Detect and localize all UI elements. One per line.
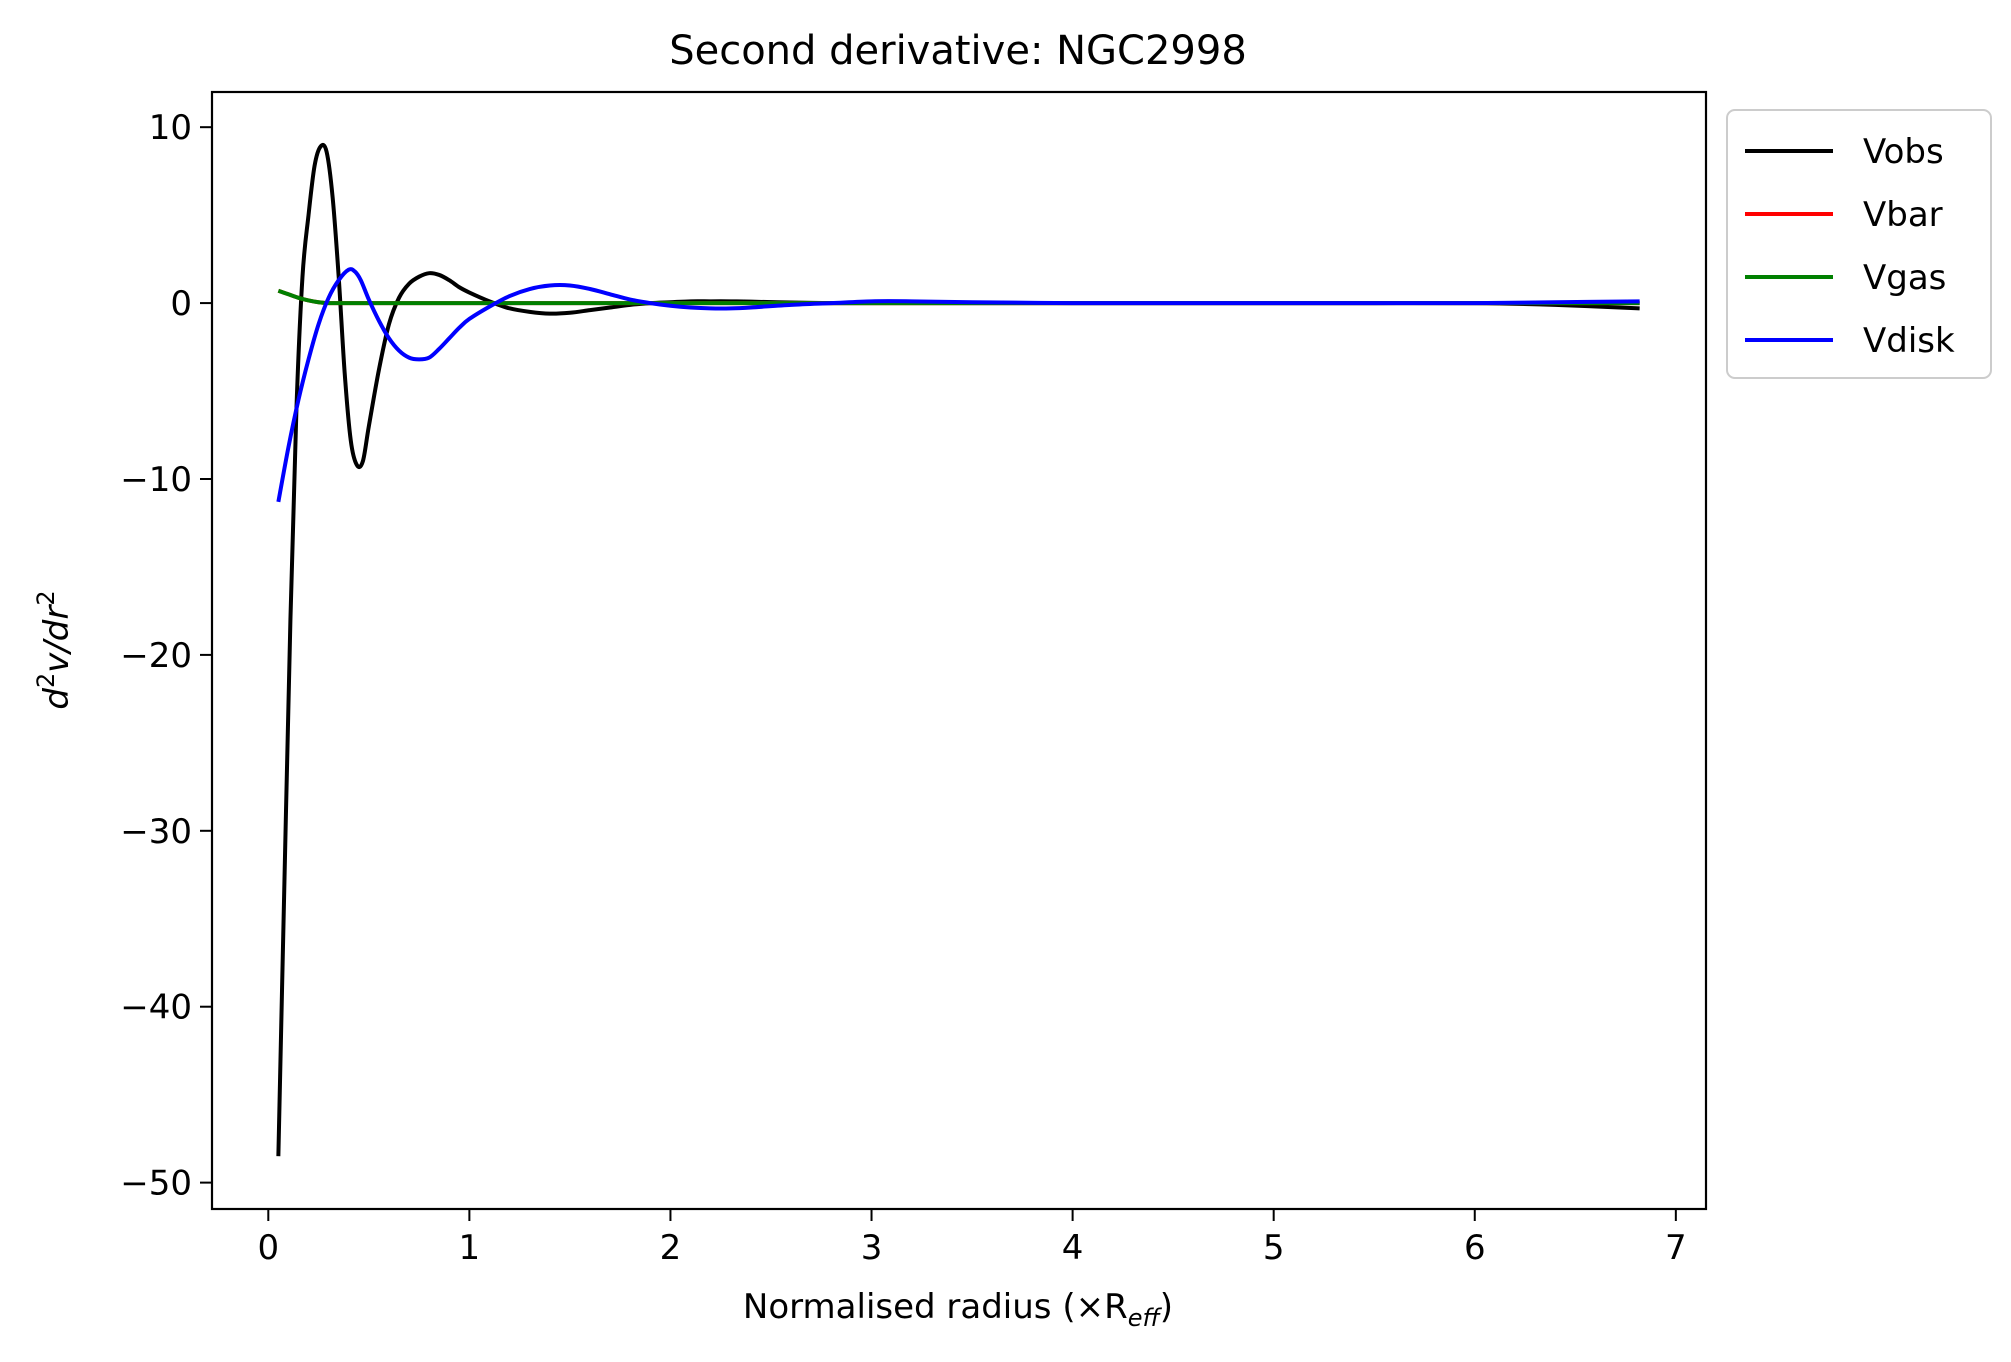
x-tick-label: 5 bbox=[1263, 1228, 1285, 1268]
legend-label-vdisk: Vdisk bbox=[1863, 321, 1955, 361]
chart-title: Second derivative: NGC2998 bbox=[669, 28, 1247, 74]
x-tick-label: 1 bbox=[459, 1228, 481, 1268]
plot-frame bbox=[210, 90, 1708, 1211]
y-tick-label: −40 bbox=[120, 988, 192, 1028]
x-axis-label-subscript: eff bbox=[1128, 1304, 1163, 1332]
y-axis-label-superscript: 2 bbox=[32, 673, 60, 688]
x-axis-label-end: ) bbox=[1160, 1287, 1173, 1327]
y-tick-label: −10 bbox=[120, 460, 192, 500]
y-axis: 10 0 −10 −20 −30 −40 −50 bbox=[120, 108, 212, 1204]
y-tick-label: −30 bbox=[120, 812, 192, 852]
y-tick-label: 10 bbox=[149, 108, 192, 148]
x-tick-label: 6 bbox=[1464, 1228, 1486, 1268]
x-tick-label: 2 bbox=[660, 1228, 682, 1268]
y-axis-label: d2v/dr2 bbox=[32, 590, 77, 709]
y-tick-label: −20 bbox=[120, 636, 192, 676]
series-line-vdisk bbox=[276, 267, 1640, 503]
legend-label-vbar: Vbar bbox=[1863, 195, 1943, 235]
x-tick-label: 0 bbox=[257, 1228, 279, 1268]
series-layer bbox=[276, 142, 1640, 1157]
legend: Vobs Vbar Vgas Vdisk bbox=[1726, 109, 1992, 379]
legend-frame bbox=[1726, 109, 1992, 379]
y-axis-label-superscript-2: 2 bbox=[32, 590, 60, 605]
x-tick-label: 7 bbox=[1665, 1228, 1687, 1268]
x-tick-label: 3 bbox=[861, 1228, 883, 1268]
x-axis: 0 1 2 3 4 5 6 7 bbox=[257, 1209, 1687, 1268]
x-axis-label: Normalised radius (×Reff) bbox=[743, 1287, 1173, 1332]
plot-area bbox=[210, 90, 1708, 1211]
y-tick-label: 0 bbox=[170, 284, 192, 324]
legend-label-vobs: Vobs bbox=[1863, 132, 1944, 172]
legend-label-vgas: Vgas bbox=[1863, 258, 1946, 298]
y-axis-label-middle: v/dr bbox=[37, 604, 77, 673]
y-tick-label: −50 bbox=[120, 1164, 192, 1204]
x-tick-label: 4 bbox=[1062, 1228, 1084, 1268]
